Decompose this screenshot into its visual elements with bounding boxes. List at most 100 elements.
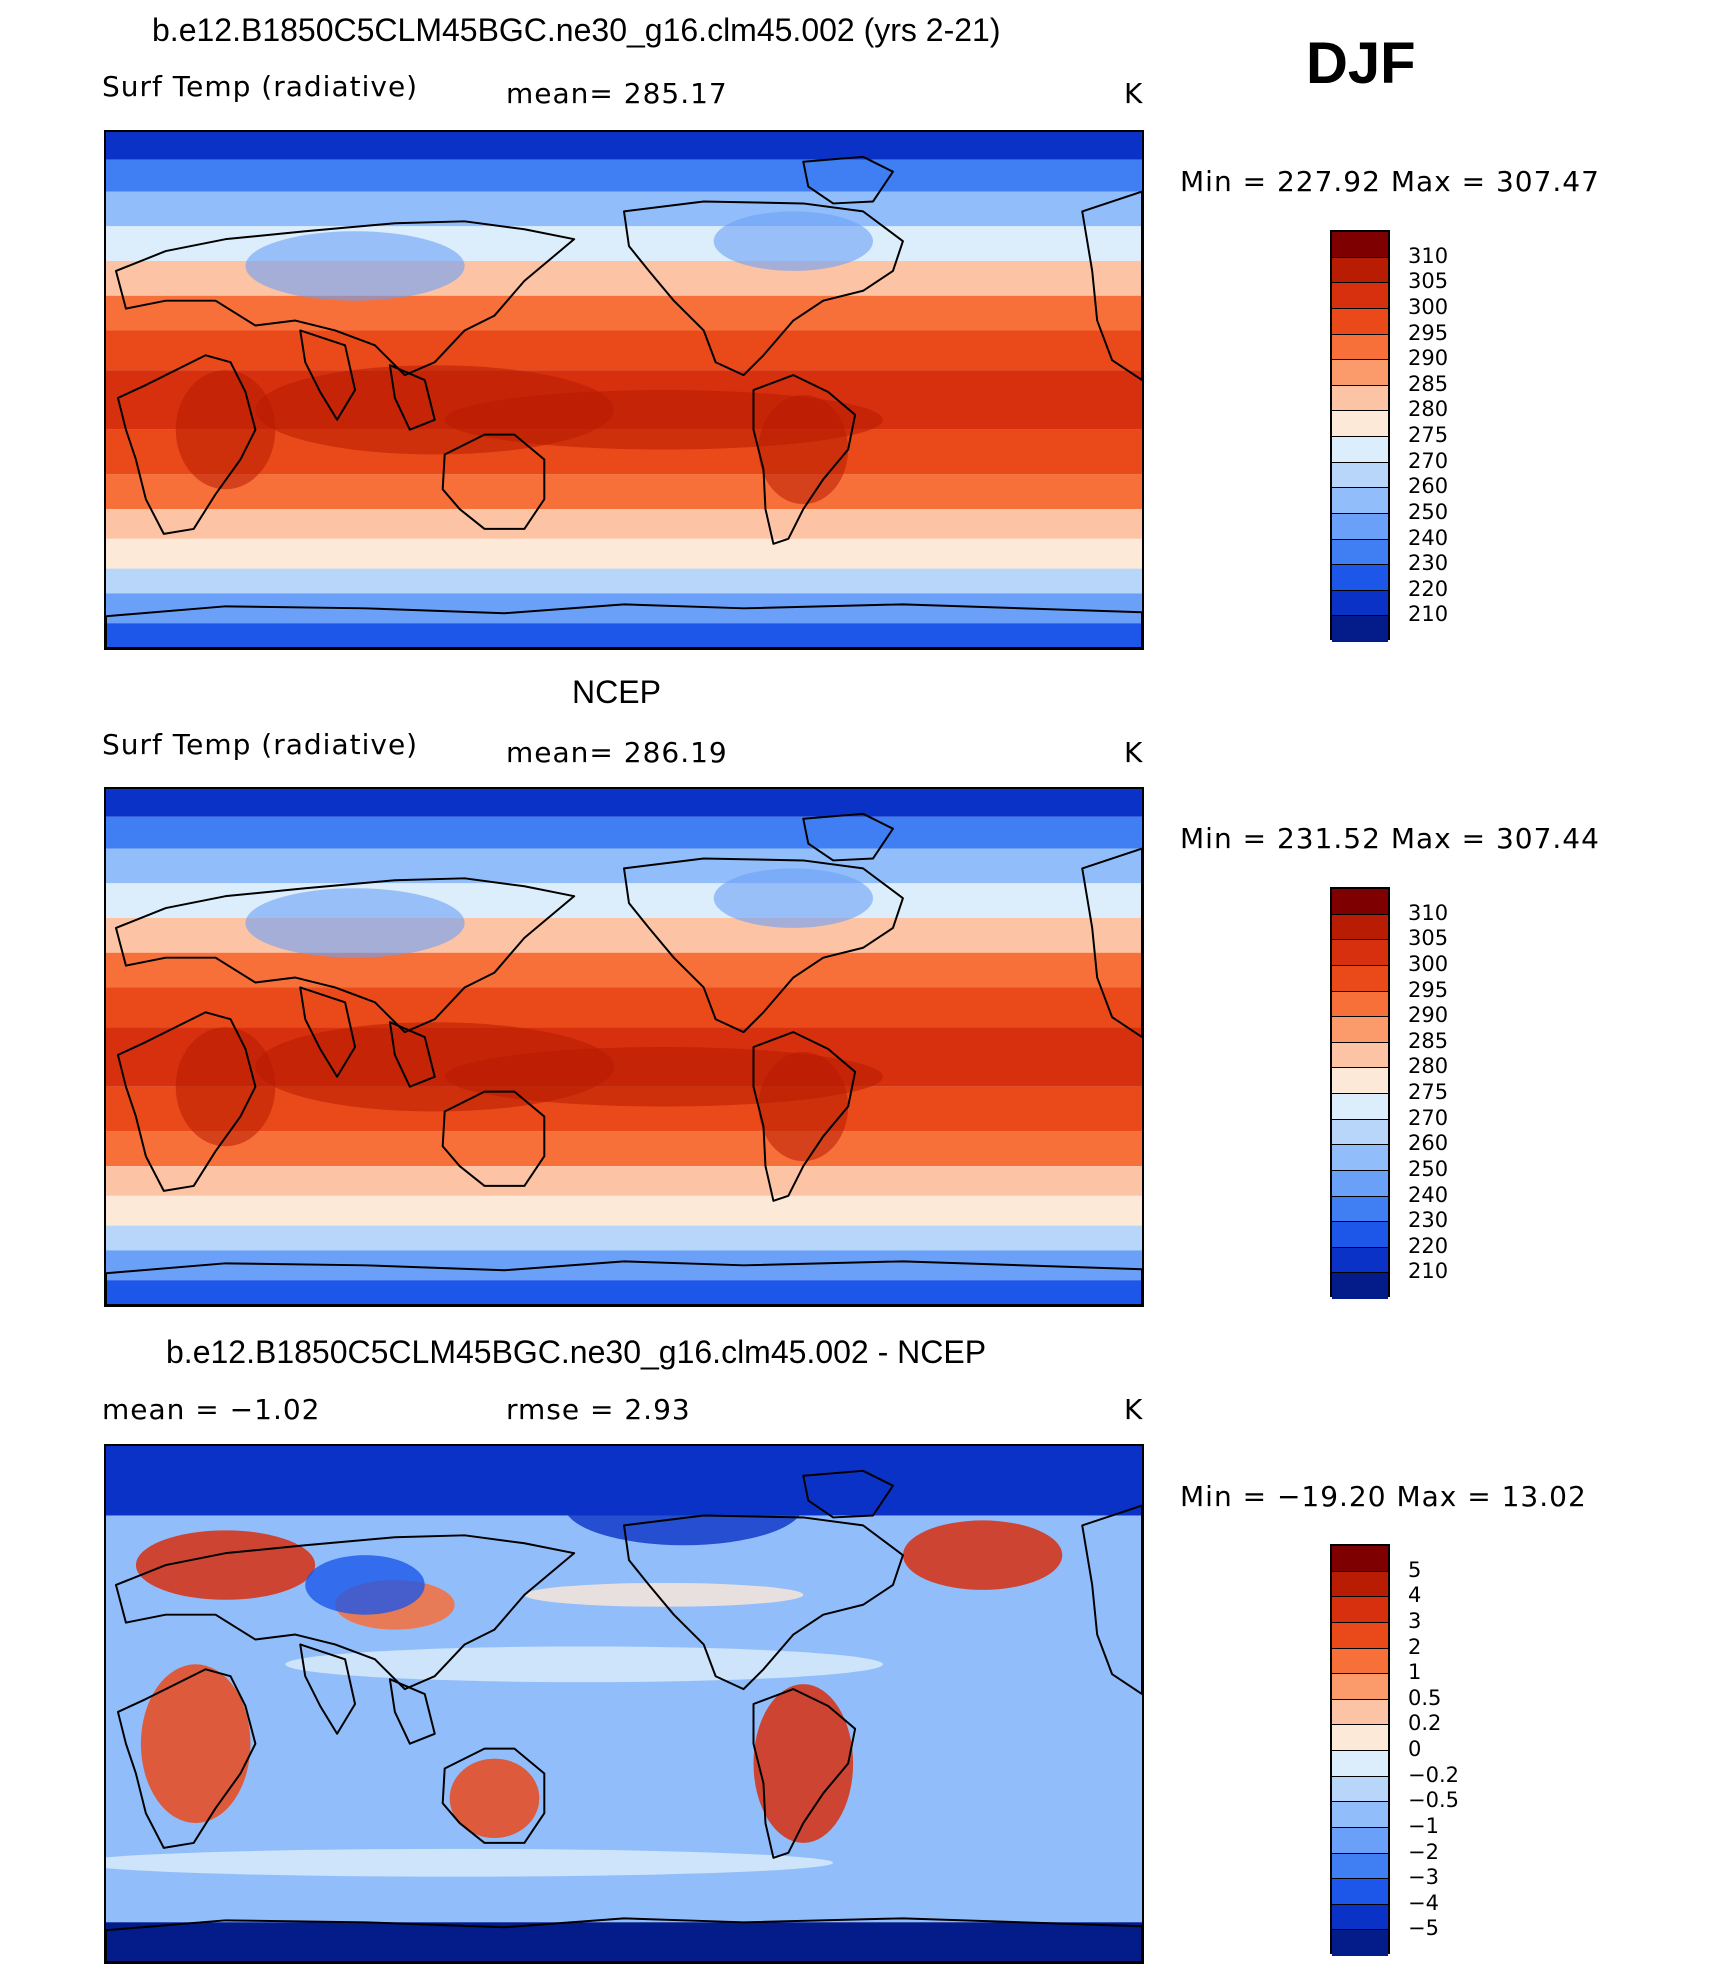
near-zero-anomaly [524, 1582, 804, 1607]
warm-anomaly [135, 1530, 316, 1600]
colorbar-swatch [1332, 616, 1388, 642]
coastline [388, 1678, 436, 1745]
map-svg [106, 789, 1142, 1305]
coastline [1081, 847, 1142, 1039]
map-svg [106, 132, 1142, 648]
field-band [106, 987, 1142, 1028]
panel-2-mean-label: mean= 286.19 [506, 736, 728, 769]
colorbar-swatch [1332, 437, 1388, 463]
colorbar-swatch [1332, 1699, 1388, 1726]
map-svg [106, 1446, 1142, 1962]
colorbar-swatch [1332, 1879, 1388, 1905]
warm-anomaly [758, 394, 849, 505]
coastline [623, 1514, 904, 1691]
colorbar-tick-label: −0.5 [1408, 1788, 1459, 1813]
panel-2-variable-label: Surf Temp (radiative) [102, 728, 419, 761]
colorbar-swatch [1332, 283, 1388, 309]
field-band [106, 159, 1142, 192]
colorbar-tick-label: 310 [1408, 243, 1449, 268]
colorbar-tick-label: 1 [1408, 1660, 1422, 1685]
coastline [299, 986, 357, 1078]
warm-anomaly [140, 1664, 251, 1824]
coastline [441, 433, 546, 530]
field-band [106, 816, 1142, 849]
coastline [802, 155, 894, 205]
coastline [802, 1469, 894, 1519]
colorbar-tick-label: 290 [1408, 1003, 1449, 1028]
colorbar-tick-label: −0.2 [1408, 1762, 1459, 1787]
colorbar-swatch [1332, 232, 1388, 258]
colorbar-swatch [1332, 411, 1388, 437]
colorbar-tick-label: 300 [1408, 951, 1449, 976]
colorbar-swatch [1332, 1776, 1388, 1803]
colorbar-tick-label: 250 [1408, 499, 1449, 524]
panel-1-minmax: Min = 227.92 Max = 307.47 [1180, 165, 1600, 198]
colorbar-swatch [1332, 889, 1388, 915]
cold-anomaly [713, 868, 874, 928]
panel-3-minmax: Min = −19.20 Max = 13.02 [1180, 1480, 1587, 1513]
colorbar-swatch [1332, 914, 1388, 941]
warm-anomaly [175, 370, 276, 490]
coastline [106, 1917, 1142, 1962]
coastline [752, 1031, 857, 1202]
field-band [106, 1166, 1142, 1196]
colorbar-swatch [1332, 1930, 1388, 1956]
field-band [106, 1131, 1142, 1167]
panel-2-title: NCEP [572, 674, 661, 710]
colorbar-tick-label: 220 [1408, 1233, 1449, 1258]
colorbar-swatch [1332, 1827, 1388, 1854]
field-band [106, 538, 1142, 569]
field-band [106, 1922, 1142, 1962]
colorbar-swatch [1332, 1674, 1388, 1700]
colorbar-tick-label: 240 [1408, 525, 1449, 550]
colorbar-swatch [1332, 539, 1388, 566]
colorbar-tick-label: 285 [1408, 1028, 1449, 1053]
near-zero-anomaly [106, 1848, 834, 1877]
colorbar-tick-label: 0.5 [1408, 1685, 1442, 1710]
field-band [106, 623, 1142, 648]
coastline [623, 200, 904, 377]
coastline [116, 1668, 257, 1849]
colorbar-swatch [1332, 308, 1388, 335]
field-band [106, 509, 1142, 539]
field-band [106, 330, 1142, 371]
warm-anomaly [449, 1758, 540, 1838]
colorbar-tick-label: 260 [1408, 1131, 1449, 1156]
colorbar-swatch [1332, 1094, 1388, 1120]
colorbar-swatch [1332, 1170, 1388, 1197]
field-band [106, 789, 1142, 817]
cold-anomaly [245, 231, 465, 301]
cold-anomaly [564, 1465, 804, 1546]
colorbar-swatch [1332, 1802, 1388, 1828]
colorbar-swatch [1332, 590, 1388, 617]
colorbar-swatch [1332, 1119, 1388, 1146]
colorbar-tick-label: 260 [1408, 474, 1449, 499]
colorbar-tick-label: 290 [1408, 346, 1449, 371]
colorbar-swatch [1332, 940, 1388, 966]
colorbar-swatch [1332, 385, 1388, 412]
panel-1-mean-label: mean= 285.17 [506, 77, 728, 110]
colorbar-tick-label: −4 [1408, 1890, 1439, 1915]
panel-3-title: b.e12.B1850C5CLM45BGC.ne30_g16.clm45.002… [166, 1334, 987, 1370]
colorbar-tick-label: −5 [1408, 1916, 1439, 1941]
warm-anomaly [902, 1520, 1063, 1590]
colorbar-swatch [1332, 1571, 1388, 1598]
colorbar-tick-label: −3 [1408, 1865, 1439, 1890]
colorbar-tick-label: 295 [1408, 977, 1449, 1002]
coastline [752, 374, 857, 545]
field-band [106, 295, 1142, 331]
colorbar-tick-label: 230 [1408, 551, 1449, 576]
warm-anomaly [175, 1027, 276, 1147]
colorbar-tick-label: 305 [1408, 926, 1449, 951]
panel-3-mean-label: mean = −1.02 [102, 1393, 321, 1426]
warm-anomaly [758, 1051, 849, 1162]
field-band [106, 474, 1142, 510]
colorbar-swatch [1332, 1725, 1388, 1751]
coastline [114, 220, 576, 377]
field-band [106, 1250, 1142, 1281]
colorbar-swatch [1332, 1648, 1388, 1675]
coastline [116, 1011, 257, 1192]
panel-1-units: K [1124, 77, 1144, 110]
coastline [1081, 1504, 1142, 1696]
colorbar-swatch [1332, 1196, 1388, 1223]
